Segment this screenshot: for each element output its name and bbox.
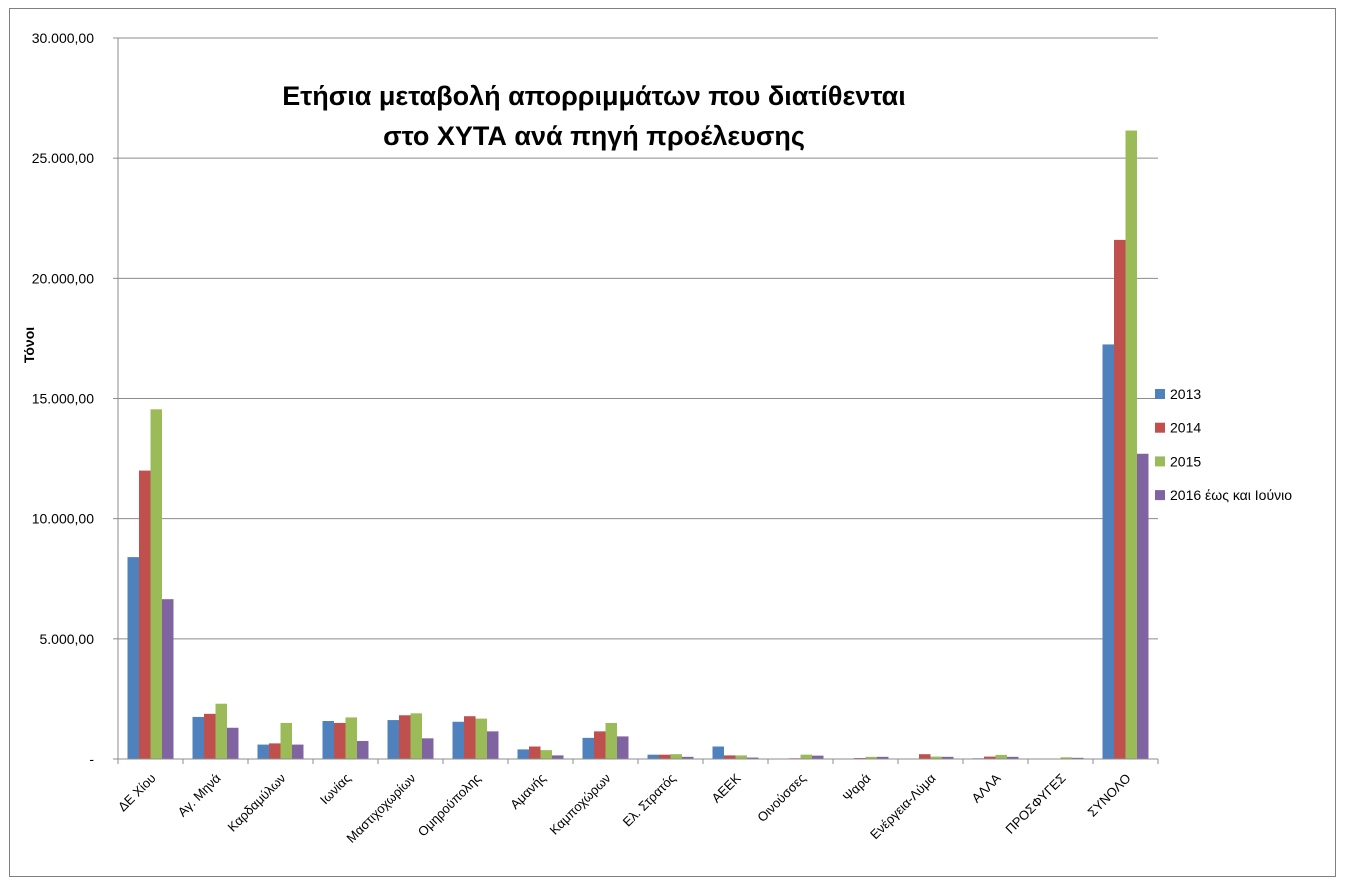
y-tick-label: 30.000,00 [32,30,94,46]
legend-label: 2015 [1170,453,1201,469]
bar [995,754,1007,759]
bar [594,731,606,759]
x-tick-label: Καρδαμύλων [224,771,288,835]
bar [1072,757,1084,759]
bar [257,744,269,759]
bar [582,737,594,759]
bar [647,754,659,759]
bar [269,743,281,759]
bar [942,756,954,759]
bar [1007,756,1019,759]
bar [670,754,682,759]
y-axis-tick-labels: - 5.000,00 10.000,00 15.000,00 20.000,00 25.0… [32,30,95,767]
legend: 2013 2014 2015 2016 έως και Ιούνιο [1155,386,1292,503]
legend-label: 2014 [1170,420,1201,436]
legend-label: 2013 [1170,386,1201,402]
y-tick-label: 20.000,00 [32,270,94,286]
chart-title-line-2: στο ΧΥΤΑ ανά πηγή προέλευσης [383,121,805,151]
x-tick-label: Μαστιχοχωρίων [343,771,418,846]
x-tick-label: ΑΕΕΚ [708,770,743,805]
bar [517,749,529,759]
bar [659,754,671,759]
bar [1102,344,1114,759]
chart-title: Ετήσια μεταβολή απορριμμάτων που διατίθε… [282,81,906,151]
bar [1114,239,1126,759]
y-tick-label: 5.000,00 [40,631,95,647]
bar [812,755,824,759]
bar [529,746,541,759]
bar [919,754,931,759]
y-tick-label: 10.000,00 [32,511,94,527]
x-tick-label: Οινούσσες [754,771,808,825]
bar [877,756,889,759]
chart-title-line-1: Ετήσια μεταβολή απορριμμάτων που διατίθε… [282,81,906,111]
bar [1125,130,1137,760]
bar [399,715,411,759]
bar [487,731,499,759]
bar [464,716,476,759]
bar [280,722,292,759]
x-tick-label: Ομηρούπολης [415,771,484,840]
legend-label: 2016 έως και Ιούνιο [1170,487,1292,503]
bar [387,720,399,759]
bar [800,754,812,759]
bar [605,722,617,759]
bar [617,736,629,759]
x-tick-label: ΔΕ Χίου [115,771,159,815]
bar [322,721,334,759]
x-tick-label: ΣΥΝΟΛΟ [1084,771,1133,820]
y-tick-label: 15.000,00 [32,391,94,407]
bar [422,738,434,759]
bar [682,756,694,759]
x-tick-label: Ενέργεια-Λύμα [867,770,939,842]
x-tick-label: Ψαρά [840,770,874,804]
bar [735,755,747,759]
legend-swatch [1155,389,1165,399]
x-tick-label: Αμανής [507,771,548,812]
x-tick-label: ΑΛΛΑ [968,770,1003,805]
bar [712,746,724,759]
gridlines [113,37,1158,760]
y-tick-label: 25.000,00 [32,150,94,166]
bar [747,757,759,759]
bar [204,713,216,759]
bar [150,409,162,759]
bar [930,756,942,759]
x-tick-label: Ελ. Στρατός [620,771,679,830]
bar [345,717,357,759]
x-tick-label: Ιωνίας [317,771,354,808]
bar [540,750,552,759]
x-tick-label: Αγ. Μηνά [175,770,224,819]
bar [724,755,736,759]
bar [292,744,304,759]
bar [334,722,346,759]
x-tick-label: ΠΡΟΣΦΥΓΕΣ [1002,771,1068,837]
axes [117,38,1159,764]
x-axis-category-labels: ΔΕ Χίου Αγ. Μηνά Καρδαμύλων ΙωνίαςΜαστιχοχω… [115,770,1134,846]
bar [452,721,464,759]
bar [162,599,174,759]
legend-swatch [1155,456,1165,467]
bar [1060,757,1072,759]
legend-swatch [1155,422,1165,433]
bar [865,756,877,759]
bar [192,716,204,759]
bars [127,130,1149,760]
bar [552,755,564,759]
x-tick-label: Καμποχώρων [547,771,614,838]
y-axis-label: Τόνοι [21,327,37,363]
bar [357,740,369,759]
bar [984,756,996,759]
legend-swatch [1155,490,1165,501]
bar [215,703,227,759]
bar [139,470,151,759]
bar [410,713,422,759]
bar [475,718,487,759]
bar [127,557,139,759]
y-tick-label: - [89,751,94,767]
bar [227,727,239,759]
bar [1137,453,1149,759]
